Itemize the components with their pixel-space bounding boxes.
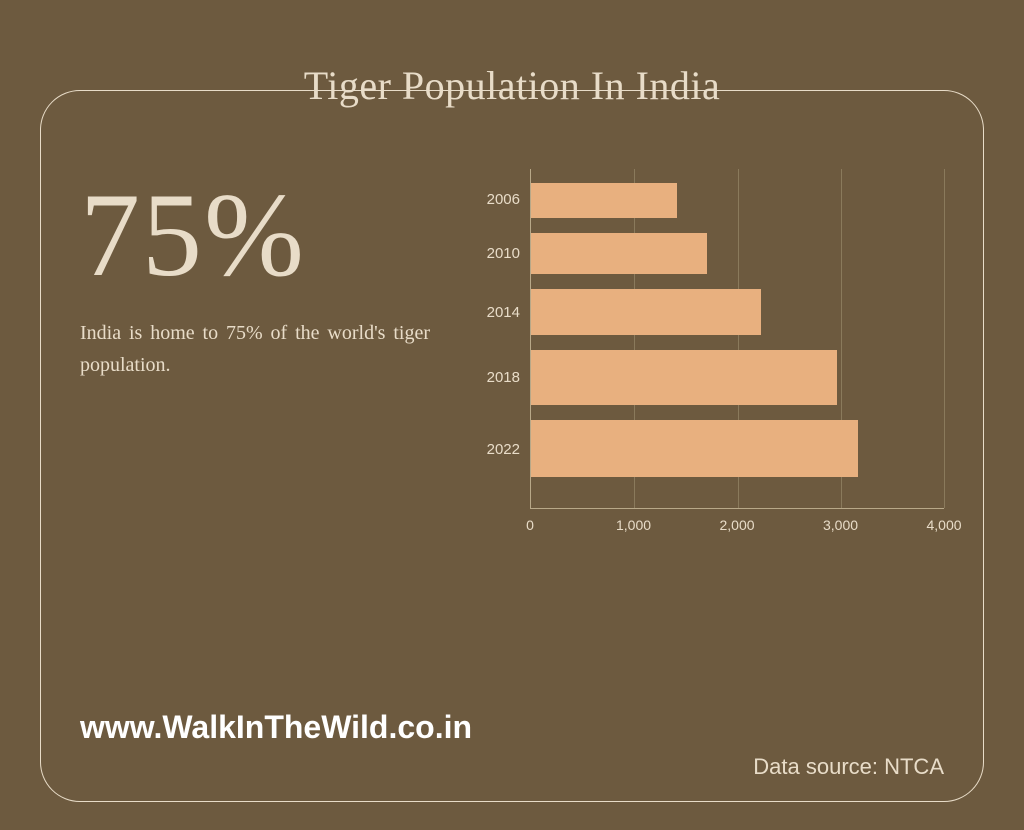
x-axis-label: 1,000 [616, 517, 651, 533]
y-axis-label: 2006 [460, 191, 520, 208]
bar [531, 183, 677, 219]
chart-plot [530, 169, 944, 509]
y-axis-label: 2022 [460, 441, 520, 458]
x-axis-label: 4,000 [926, 517, 961, 533]
bar [531, 420, 858, 478]
x-axis-label: 2,000 [719, 517, 754, 533]
x-axis-label: 3,000 [823, 517, 858, 533]
data-source: Data source: NTCA [753, 754, 944, 780]
website-url: www.WalkInTheWild.co.in [80, 709, 472, 746]
bar [531, 233, 707, 274]
y-axis-label: 2010 [460, 245, 520, 262]
y-axis-label: 2018 [460, 369, 520, 386]
bar [531, 289, 761, 335]
gridline [944, 169, 945, 508]
x-axis-label: 0 [526, 517, 534, 533]
bar-chart: 2006 2010 2014 2018 2022 0 1,000 2,000 3,000 4,00… [460, 169, 964, 549]
bar [531, 350, 837, 404]
y-axis-label: 2014 [460, 304, 520, 321]
